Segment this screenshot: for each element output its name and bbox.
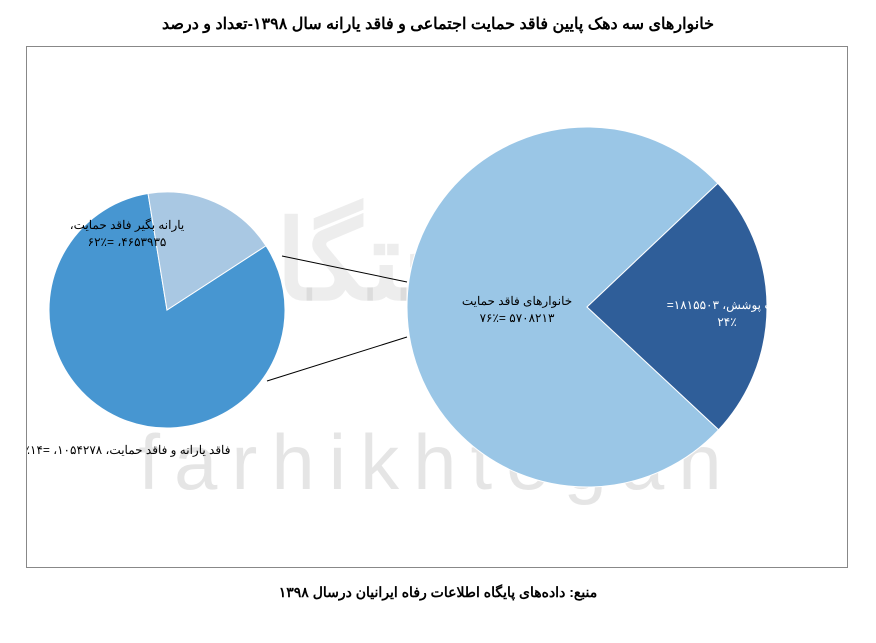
- right-pie-slice-0-label: یارانه بگیر فاقد حمایت، ۴۶۵۳۹۳۵، =۶۲٪: [70, 217, 185, 251]
- left-pie-slice-0-line1: خانوارهای فاقد حمایت: [462, 294, 572, 308]
- right-pie-slice-0-line1: یارانه بگیر فاقد حمایت،: [70, 218, 185, 232]
- connector-line-1: [267, 337, 407, 381]
- connector-line-0: [282, 256, 407, 282]
- right-pie-slice-1-label: فاقد یارانه و فاقد حمایت، ۱۰۵۴۲۷۸، =۱۴٪: [26, 442, 230, 459]
- left-pie-slice-0-line2: ۵۷۰۸۲۱۳ =۷۶٪: [480, 311, 555, 325]
- left-pie-slice-1-label: تحت پوشش، ۱۸۱۵۵۰۳= ۲۴٪: [667, 297, 787, 331]
- chart-frame: فرهیختگان farhikhtegan خانوارهای فاقد حم…: [26, 46, 848, 568]
- right-pie-slice-0-line2: ۴۶۵۳۹۳۵، =۶۲٪: [88, 235, 167, 249]
- left-pie-slice-0-label: خانوارهای فاقد حمایت ۵۷۰۸۲۱۳ =۷۶٪: [462, 293, 572, 327]
- left-pie-slice-1-line2: ۲۴٪: [717, 315, 736, 329]
- right-pie-slice-1-line1: فاقد یارانه و فاقد حمایت، ۱۰۵۴۲۷۸، =۱۴٪: [26, 443, 230, 457]
- left-pie-slice-1-line1: تحت پوشش، ۱۸۱۵۵۰۳=: [667, 298, 787, 312]
- chart-title: خانوارهای سه دهک پایین فاقد حمایت اجتماع…: [0, 0, 876, 46]
- chart-source: منبع: داده‌های پایگاه اطلاعات رفاه ایران…: [0, 568, 876, 601]
